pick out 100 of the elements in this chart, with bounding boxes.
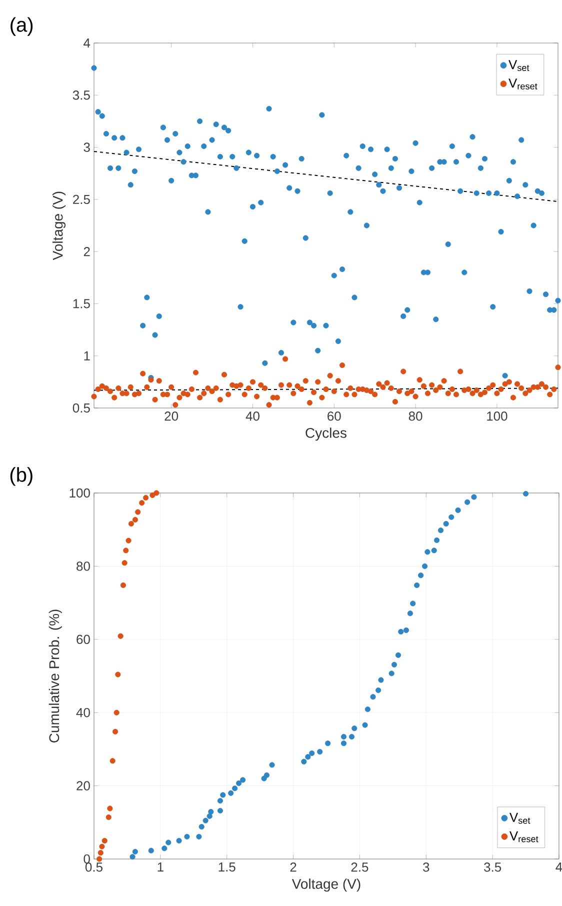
point — [115, 672, 121, 678]
y-axis-title: Voltage (V) — [52, 192, 66, 260]
point — [305, 754, 311, 760]
text: (b) — [10, 467, 32, 486]
point — [110, 758, 116, 764]
point — [198, 824, 204, 830]
point — [128, 520, 134, 527]
x-tick-label: 80 — [408, 412, 422, 421]
point — [208, 808, 214, 815]
point — [150, 492, 156, 498]
point — [370, 694, 376, 700]
point — [102, 838, 108, 844]
point — [398, 628, 404, 635]
x-tick-label: 40 — [246, 412, 260, 421]
point — [98, 850, 104, 856]
point — [309, 750, 315, 756]
x-tick-label: 3 — [423, 862, 430, 872]
point — [438, 528, 444, 534]
point — [196, 834, 202, 840]
y-tick-label: 2.5 — [73, 194, 90, 204]
point — [418, 572, 424, 578]
point — [217, 798, 224, 804]
point — [135, 509, 141, 515]
legend-label: V$_{reset}$ — [508, 78, 538, 90]
point — [143, 494, 149, 501]
point — [139, 500, 145, 506]
y-tick-label: 3.5 — [72, 90, 90, 100]
point — [443, 520, 449, 527]
point — [118, 633, 124, 639]
point — [522, 490, 529, 497]
y-tick-label: 2 — [84, 247, 90, 256]
point — [340, 740, 347, 746]
point — [362, 722, 368, 728]
y-tick-label: 20 — [76, 781, 90, 790]
legend-label: V$_{set}$ — [510, 812, 530, 824]
y-tick-label: 3 — [84, 142, 90, 152]
point — [434, 537, 440, 544]
point — [269, 762, 275, 768]
x-tick-label: 20 — [164, 412, 178, 421]
x-tick-label: 2.5 — [351, 862, 368, 872]
point — [123, 548, 129, 554]
point — [264, 772, 270, 778]
point — [107, 806, 113, 812]
point — [391, 662, 398, 668]
point — [388, 670, 394, 676]
point — [340, 734, 347, 740]
x-tick-label: 1.5 — [218, 862, 236, 872]
text: (a) — [10, 17, 33, 36]
point — [378, 677, 384, 683]
point — [352, 726, 358, 732]
point — [236, 780, 242, 786]
point — [301, 758, 307, 764]
y-tick-label: 0 — [84, 854, 90, 864]
point — [364, 706, 370, 712]
point — [410, 600, 416, 606]
x-tick-label: 60 — [328, 412, 341, 421]
point — [162, 846, 168, 852]
point — [96, 856, 102, 862]
point — [395, 652, 402, 658]
legend-label: V$_{reset}$ — [510, 831, 538, 842]
point — [422, 563, 428, 569]
point — [448, 514, 454, 520]
point — [132, 516, 138, 523]
point — [99, 844, 105, 850]
point — [407, 610, 413, 616]
point — [325, 740, 331, 746]
y-tick-label: 0.5 — [72, 403, 90, 413]
point — [154, 490, 160, 496]
point — [112, 728, 118, 734]
point — [455, 507, 461, 513]
point — [120, 582, 126, 588]
x-tick-label: 3.5 — [484, 862, 502, 872]
y-tick-label: 100 — [70, 488, 90, 498]
y-tick-label: 40 — [76, 708, 90, 718]
point — [217, 808, 224, 814]
point — [232, 786, 238, 792]
point — [132, 848, 138, 854]
point — [206, 813, 212, 819]
y-tick-label: 60 — [76, 634, 90, 644]
point — [228, 790, 234, 796]
point — [148, 848, 154, 854]
point — [122, 560, 128, 566]
point — [376, 687, 382, 694]
point — [166, 840, 172, 846]
point — [348, 734, 355, 740]
y-tick-label: 1.5 — [73, 299, 90, 308]
y-tick-label: 4 — [84, 38, 90, 48]
x-tick-label: 100 — [487, 412, 508, 421]
point — [176, 838, 182, 844]
x-axis-title: Voltage (V) — [292, 878, 360, 892]
point — [126, 538, 132, 544]
legend-label: V$_{set}$ — [508, 60, 530, 71]
point — [202, 818, 208, 824]
point — [431, 548, 437, 554]
x-tick-label: 1 — [158, 862, 164, 872]
x-axis-title: Cycles — [306, 428, 346, 441]
y-axis-title: Cumulative Prob. (%) — [48, 610, 62, 742]
point — [471, 494, 477, 500]
x-tick-label: 4 — [556, 862, 562, 872]
point — [106, 814, 112, 820]
